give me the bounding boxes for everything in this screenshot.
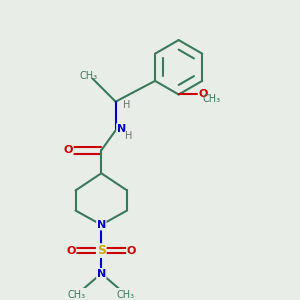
- Text: CH₃: CH₃: [202, 94, 220, 104]
- Text: H: H: [125, 131, 132, 141]
- Text: N: N: [117, 124, 126, 134]
- Text: N: N: [97, 268, 106, 278]
- Text: CH₃: CH₃: [80, 71, 98, 81]
- Text: O: O: [198, 89, 208, 100]
- Text: O: O: [64, 145, 73, 155]
- Text: CH₃: CH₃: [68, 290, 86, 300]
- Text: H: H: [123, 100, 131, 110]
- Text: S: S: [97, 244, 106, 257]
- Text: CH₃: CH₃: [117, 290, 135, 300]
- Text: O: O: [67, 246, 76, 256]
- Text: O: O: [127, 246, 136, 256]
- Text: N: N: [97, 220, 106, 230]
